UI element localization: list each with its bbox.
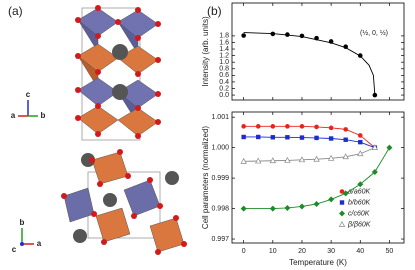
marker (298, 203, 305, 210)
legend-label: b/b60K (348, 199, 371, 206)
marker (285, 135, 290, 140)
marker (299, 124, 305, 129)
plot-frame (231, 111, 405, 244)
marker (314, 135, 319, 141)
legend-marker (339, 189, 345, 194)
marker (270, 124, 276, 129)
axis-letter: b (20, 218, 25, 227)
legend-marker (338, 220, 346, 227)
marker (255, 124, 261, 129)
plot-frame (231, 2, 405, 101)
x-tick-label: 0 (242, 248, 246, 255)
marker (285, 32, 290, 37)
axis-letter: c (26, 90, 31, 99)
legend-marker (339, 200, 345, 205)
marker (343, 137, 348, 142)
x-tick-label: 10 (269, 248, 277, 255)
marker (298, 156, 306, 163)
marker (342, 190, 349, 197)
axes-indicator-top: c a b (11, 90, 46, 120)
x-tick-label: 20 (298, 248, 306, 255)
marker (328, 196, 335, 203)
y-tick-label: 0.8 (219, 66, 229, 73)
marker (269, 157, 277, 164)
marker (357, 133, 363, 138)
marker (328, 125, 334, 131)
marker (269, 205, 276, 212)
y-tick-label: 1.4 (219, 46, 229, 53)
x-axis-label: Temperature (K) (289, 258, 347, 267)
axis-letter: a (37, 239, 42, 248)
y-tick-label: 1.8 (219, 33, 229, 40)
marker (241, 124, 246, 129)
marker (371, 144, 379, 150)
y-tick-label: 0.998 (211, 205, 229, 212)
y-tick-label: 0.2 (219, 85, 229, 92)
axes-indicator-bottom: b c a (12, 218, 42, 254)
axis-letter: a (11, 111, 16, 120)
marker (241, 33, 246, 38)
legend-label: a/a60K (348, 188, 371, 195)
legend-label: c/c60K (348, 210, 370, 217)
y-axis-label: Intensity (arb. units) (201, 16, 210, 87)
marker (357, 150, 364, 157)
marker (241, 134, 246, 140)
marker (372, 92, 378, 98)
panel-label: (a) (8, 4, 23, 18)
y-tick-label: 0.999 (211, 175, 229, 182)
marker (299, 33, 305, 39)
fit-line (243, 136, 376, 149)
marker (270, 135, 276, 140)
y-tick-label: 0.4 (219, 79, 229, 86)
y-tick-label: 0.997 (211, 236, 229, 243)
x-tick-label: 50 (386, 248, 394, 255)
marker (327, 154, 335, 161)
marker (342, 153, 349, 160)
marker (240, 157, 247, 164)
fit-line (243, 32, 376, 96)
fit-line (243, 125, 376, 148)
marker (299, 135, 305, 140)
marker (371, 169, 378, 176)
marker (284, 204, 291, 211)
y-tick-label: 1.001 (211, 114, 229, 121)
axis-letter: b (41, 111, 46, 120)
y-tick-label: 0.6 (219, 72, 229, 79)
marker (328, 136, 334, 141)
marker (256, 134, 261, 140)
y-tick-label: 0.0 (219, 92, 229, 99)
y-tick-label: 1.2 (219, 52, 229, 59)
legend-marker (339, 210, 345, 217)
y-axis-label: Cell parameters (normalized) (201, 126, 210, 229)
x-tick-label: 30 (327, 248, 335, 255)
marker (358, 139, 363, 145)
y-tick-label: 1.6 (219, 39, 229, 46)
marker (313, 155, 320, 162)
marker (313, 201, 320, 208)
crystal-structure-bottom (61, 149, 187, 255)
y-tick-label: 1.000 (211, 144, 229, 151)
panel-label: (b) (207, 4, 222, 18)
marker (357, 181, 364, 188)
crystal-structure-top (75, 5, 161, 141)
marker (240, 205, 247, 212)
marker (314, 124, 319, 130)
x-tick-label: 40 (356, 248, 364, 255)
fit-line (243, 147, 390, 210)
legend-label: β/β60K (347, 221, 371, 228)
marker (386, 144, 393, 151)
marker (285, 124, 290, 129)
annotation: (½, 0, ½) (360, 29, 388, 37)
marker (255, 157, 262, 164)
y-tick-label: 1.0 (219, 59, 229, 66)
fit-line (243, 147, 376, 162)
axis-letter: c (12, 245, 17, 254)
marker (343, 127, 348, 132)
marker (284, 156, 291, 163)
